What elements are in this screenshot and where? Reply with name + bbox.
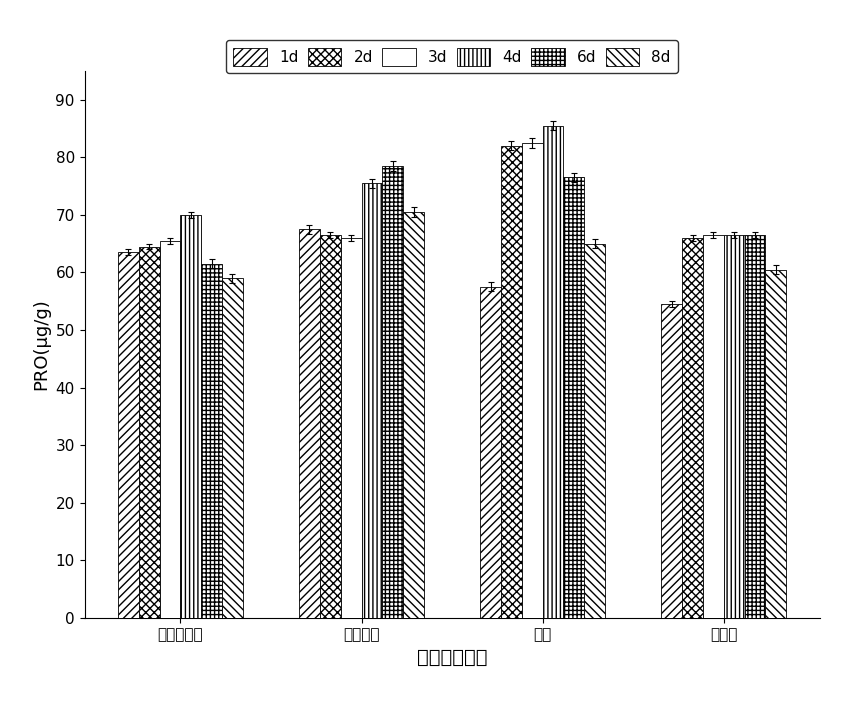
Bar xyxy=(361,183,381,618)
Bar xyxy=(180,215,201,618)
Bar xyxy=(563,178,583,618)
Bar xyxy=(765,270,785,618)
Bar xyxy=(744,235,765,618)
Y-axis label: PRO(μg/g): PRO(μg/g) xyxy=(32,298,50,390)
Bar xyxy=(160,241,180,618)
Bar xyxy=(702,235,723,618)
X-axis label: 不同处理方式: 不同处理方式 xyxy=(416,648,487,667)
Bar xyxy=(222,278,242,618)
Legend: 1d, 2d, 3d, 4d, 6d, 8d: 1d, 2d, 3d, 4d, 6d, 8d xyxy=(225,40,678,73)
Bar xyxy=(201,264,222,618)
Bar xyxy=(542,126,563,618)
Bar xyxy=(381,166,403,618)
Bar xyxy=(522,143,542,618)
Bar xyxy=(299,229,320,618)
Bar xyxy=(340,238,361,618)
Bar xyxy=(138,246,160,618)
Bar xyxy=(583,244,604,618)
Bar xyxy=(500,146,522,618)
Bar xyxy=(479,287,500,618)
Bar xyxy=(320,235,340,618)
Bar xyxy=(723,235,744,618)
Bar xyxy=(403,212,424,618)
Bar xyxy=(681,238,702,618)
Bar xyxy=(118,252,138,618)
Bar xyxy=(661,304,681,618)
